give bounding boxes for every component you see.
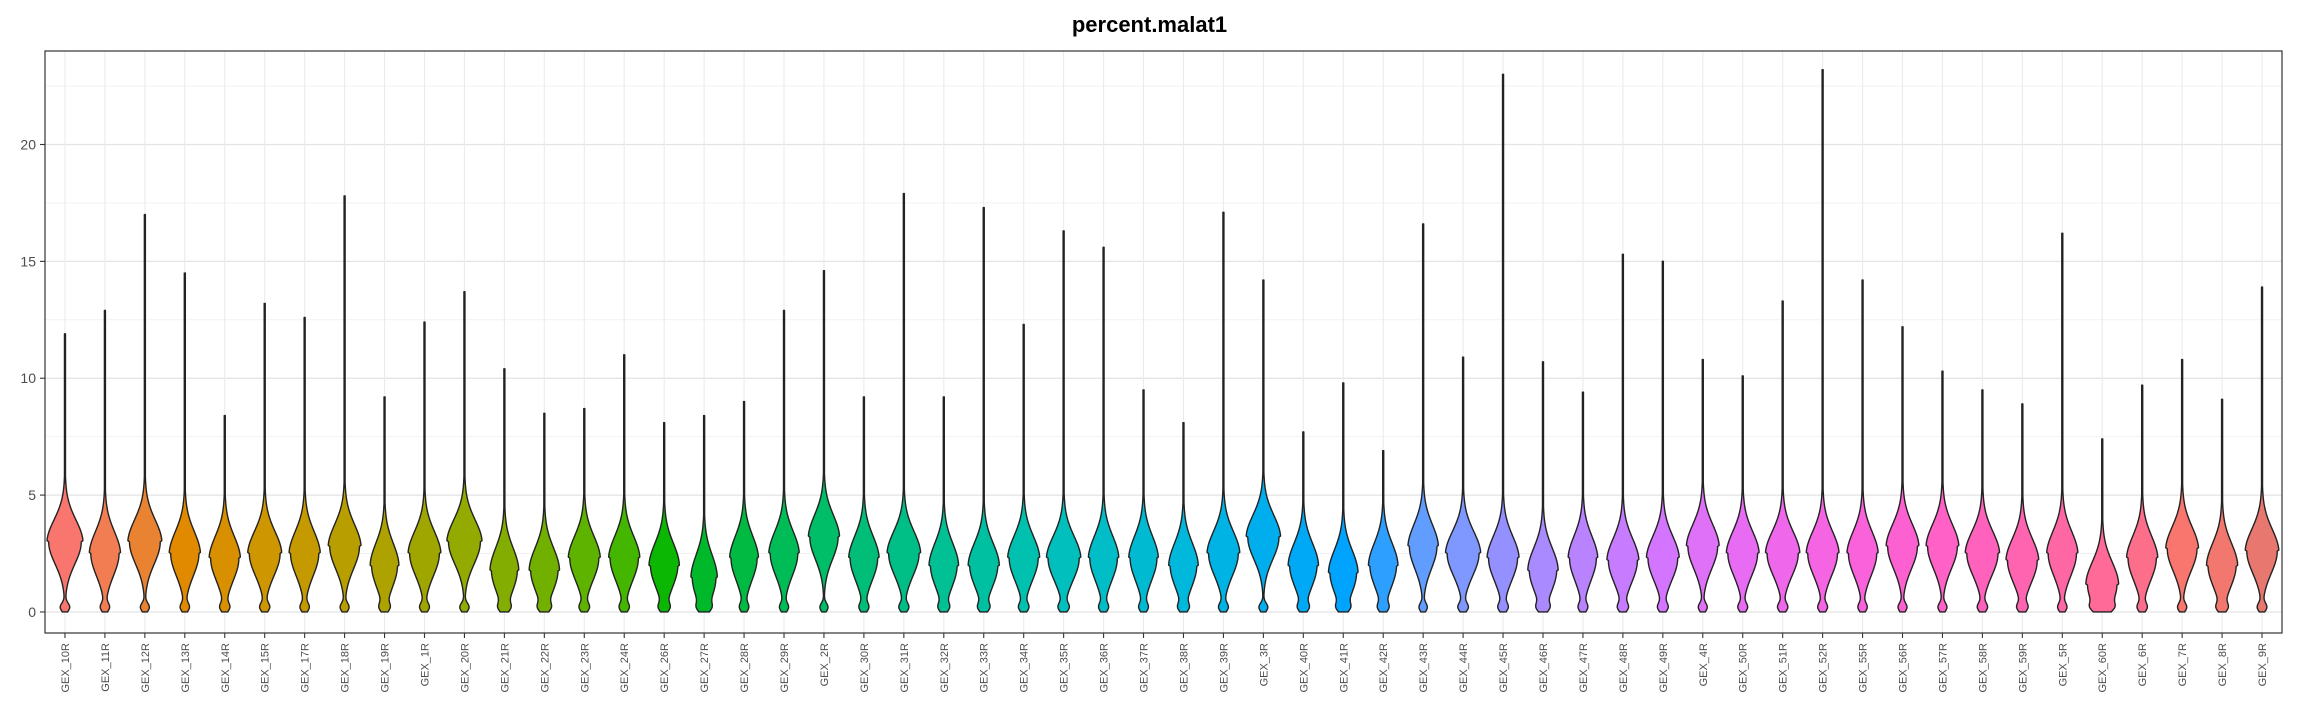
x-tick-label: GEX_41R (1338, 643, 1350, 693)
x-tick-label: GEX_1R (419, 643, 431, 686)
x-tick-label: GEX_52R (1818, 643, 1830, 693)
x-tick-label: GEX_5R (2057, 643, 2069, 686)
x-tick-label: GEX_27R (699, 643, 711, 693)
x-tick-label: GEX_57R (1937, 643, 1949, 693)
x-tick-label: GEX_20R (459, 643, 471, 693)
x-tick-label: GEX_3R (1258, 643, 1270, 686)
x-tick-label: GEX_8R (2217, 643, 2229, 686)
x-tick-label: GEX_50R (1738, 643, 1750, 693)
x-tick-label: GEX_30R (859, 643, 871, 693)
x-tick-label: GEX_45R (1498, 643, 1510, 693)
x-tick-label: GEX_31R (899, 643, 911, 693)
x-tick-label: GEX_35R (1059, 643, 1071, 693)
x-tick-label: GEX_23R (579, 643, 591, 693)
y-axis: 0 5 10 15 20 (20, 136, 45, 620)
x-axis: GEX_10R GEX_11R GEX_12R GEX_13R GEX_14R GEX_1… (60, 633, 2269, 693)
x-tick-label: GEX_10R (60, 643, 72, 693)
violin-GEX_28R (728, 400, 760, 613)
x-tick-label: GEX_46R (1538, 643, 1550, 693)
x-tick-label: GEX_12R (140, 643, 152, 693)
x-tick-label: GEX_37R (1139, 643, 1151, 693)
x-tick-label: GEX_44R (1458, 643, 1470, 693)
x-tick-label: GEX_17R (300, 643, 312, 693)
x-tick-label: GEX_56R (1898, 643, 1910, 693)
x-tick-label: GEX_7R (2177, 643, 2189, 686)
x-tick-label: GEX_51R (1778, 643, 1790, 693)
y-tick-label: 15 (20, 253, 36, 269)
x-tick-label: GEX_28R (739, 643, 751, 693)
x-tick-label: GEX_59R (2017, 643, 2029, 693)
x-tick-label: GEX_36R (1099, 643, 1111, 693)
violin-tails (64, 69, 2263, 526)
x-tick-label: GEX_22R (539, 643, 551, 693)
x-tick-label: GEX_55R (1858, 643, 1870, 693)
violin-GEX_22R (528, 412, 561, 613)
x-tick-label: GEX_2R (819, 643, 831, 686)
x-tick-label: GEX_29R (779, 643, 791, 693)
x-tick-label: GEX_9R (2257, 643, 2269, 686)
x-tick-label: GEX_49R (1658, 643, 1670, 693)
y-tick-label: 20 (20, 136, 36, 152)
x-tick-label: GEX_26R (659, 643, 671, 693)
x-tick-label: GEX_58R (1977, 643, 1989, 693)
x-tick-label: GEX_38R (1178, 643, 1190, 693)
x-tick-label: GEX_33R (979, 643, 991, 693)
x-tick-label: GEX_15R (260, 643, 272, 693)
x-tick-label: GEX_39R (1218, 643, 1230, 693)
x-tick-label: GEX_18R (340, 643, 352, 693)
x-tick-label: GEX_32R (939, 643, 951, 693)
x-tick-label: GEX_60R (2097, 643, 2109, 693)
x-tick-label: GEX_13R (180, 643, 192, 693)
x-tick-label: GEX_11R (100, 643, 112, 692)
violin-GEX_47R (1567, 391, 1599, 613)
x-tick-label: GEX_47R (1578, 643, 1590, 693)
x-tick-label: GEX_43R (1418, 643, 1430, 693)
x-tick-label: GEX_48R (1618, 643, 1630, 693)
x-tick-label: GEX_6R (2137, 643, 2149, 686)
y-tick-label: 5 (28, 487, 36, 503)
x-tick-label: GEX_4R (1698, 643, 1710, 686)
x-tick-label: GEX_19R (380, 643, 392, 693)
x-tick-label: GEX_21R (499, 643, 511, 693)
plot-panel-border (44, 50, 2283, 634)
y-tick-label: 0 (28, 604, 36, 620)
x-tick-label: GEX_40R (1298, 643, 1310, 693)
violin-GEX_14R (208, 414, 242, 613)
x-tick-label: GEX_14R (220, 643, 232, 693)
y-tick-label: 10 (20, 370, 36, 386)
violin-GEX_23R (567, 407, 601, 613)
x-tick-label: GEX_24R (619, 643, 631, 693)
x-tick-label: GEX_42R (1378, 643, 1390, 693)
chart-title: percent.malat1 (1071, 12, 1228, 37)
x-tick-label: GEX_34R (1019, 643, 1031, 693)
